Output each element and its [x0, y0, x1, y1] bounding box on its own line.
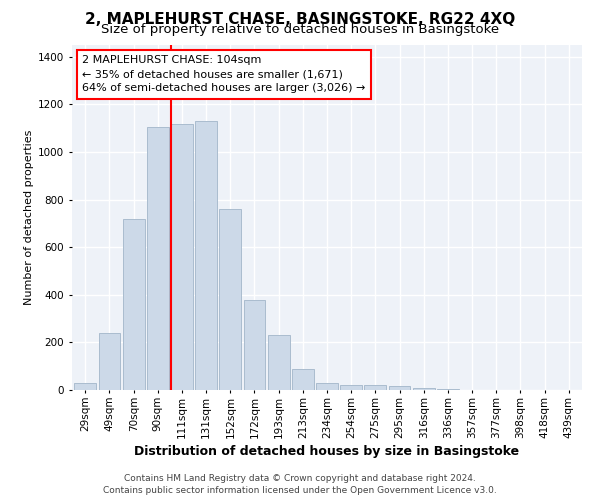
Bar [123, 218, 145, 390]
Bar [74, 383, 96, 390]
Bar [98, 333, 121, 390]
Bar [413, 388, 434, 390]
Bar [171, 124, 193, 390]
Bar [195, 121, 217, 390]
Text: Contains HM Land Registry data © Crown copyright and database right 2024.
Contai: Contains HM Land Registry data © Crown c… [103, 474, 497, 495]
Bar [437, 389, 459, 390]
Text: Size of property relative to detached houses in Basingstoke: Size of property relative to detached ho… [101, 24, 499, 36]
Bar [364, 385, 386, 390]
Bar [244, 300, 265, 390]
Text: 2, MAPLEHURST CHASE, BASINGSTOKE, RG22 4XQ: 2, MAPLEHURST CHASE, BASINGSTOKE, RG22 4… [85, 12, 515, 28]
Bar [147, 127, 169, 390]
Text: 2 MAPLEHURST CHASE: 104sqm
← 35% of detached houses are smaller (1,671)
64% of s: 2 MAPLEHURST CHASE: 104sqm ← 35% of deta… [82, 56, 365, 94]
Bar [292, 368, 314, 390]
Bar [389, 386, 410, 390]
X-axis label: Distribution of detached houses by size in Basingstoke: Distribution of detached houses by size … [134, 444, 520, 458]
Bar [316, 383, 338, 390]
Bar [220, 209, 241, 390]
Y-axis label: Number of detached properties: Number of detached properties [24, 130, 34, 305]
Bar [340, 385, 362, 390]
Bar [268, 336, 290, 390]
